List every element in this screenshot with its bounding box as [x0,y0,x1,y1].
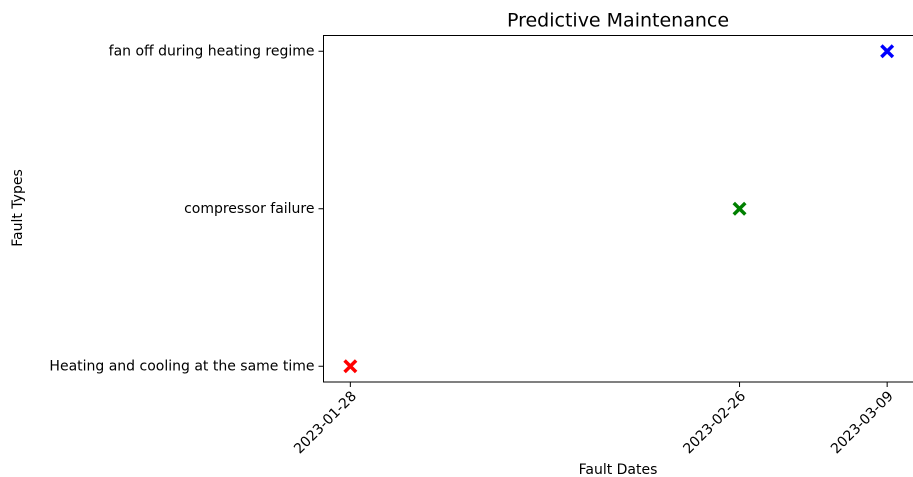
x-tick-label: 2023-01-28 [291,388,360,457]
marker [732,201,747,216]
x-tick-label: 2023-03-09 [828,388,897,457]
y-axis-label: Fault Types [10,169,26,247]
chart-title: Predictive Maintenance [507,10,729,32]
y-tick-label: fan off during heating regime [109,43,315,59]
x-axis-label: Fault Dates [579,462,658,477]
plot-frame [323,35,913,383]
x-tick-label: 2023-02-26 [680,388,749,457]
marker [343,359,358,374]
y-tick-label: Heating and cooling at the same time [49,358,314,374]
y-tick-label: compressor failure [184,201,314,217]
marker [880,44,895,59]
